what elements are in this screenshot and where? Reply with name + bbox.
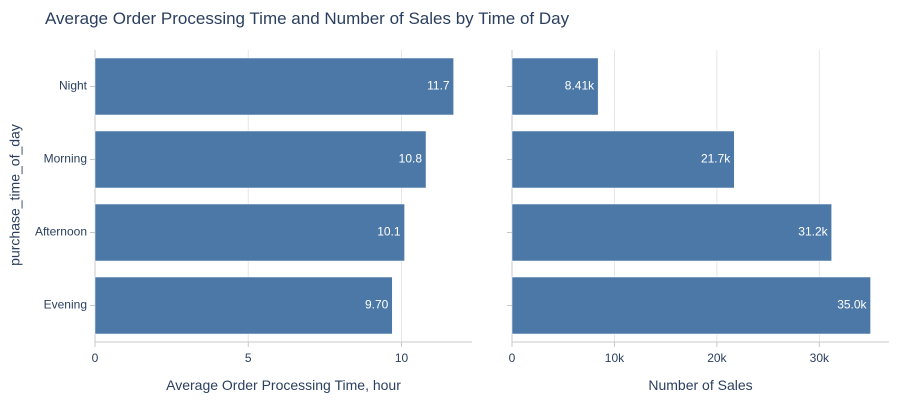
x-axis-title: Average Order Processing Time, hour xyxy=(166,377,401,393)
bar-value-label: 11.7 xyxy=(427,79,450,93)
x-tick-label: 20k xyxy=(707,351,727,365)
bar-night xyxy=(511,57,599,116)
bar-value-label: 31.2k xyxy=(798,225,828,239)
y-tick-label-night: Night xyxy=(59,79,88,93)
y-tick-label-evening: Evening xyxy=(44,298,87,312)
bar-morning xyxy=(94,130,427,189)
bar-morning xyxy=(511,130,735,189)
x-tick-label: 30k xyxy=(810,351,830,365)
bar-value-label: 35.0k xyxy=(837,298,867,312)
x-tick-label: 0 xyxy=(509,351,516,365)
bar-evening xyxy=(94,276,393,335)
y-axis-title: purchase_time_of_day xyxy=(7,124,23,266)
bar-value-label: 10.8 xyxy=(399,152,423,166)
x-tick-label: 5 xyxy=(245,351,252,365)
bar-night xyxy=(94,57,454,116)
bar-evening xyxy=(511,276,871,335)
bar-value-label: 8.41k xyxy=(565,79,595,93)
bar-afternoon xyxy=(94,203,405,262)
x-axis-title: Number of Sales xyxy=(648,377,752,393)
y-tick-label-afternoon: Afternoon xyxy=(35,225,87,239)
chart-title: Average Order Processing Time and Number… xyxy=(45,9,570,28)
bar-value-label: 9.70 xyxy=(365,298,389,312)
bar-value-label: 21.7k xyxy=(701,152,731,166)
bar-value-label: 10.1 xyxy=(377,225,401,239)
x-tick-label: 10k xyxy=(605,351,625,365)
x-tick-label: 10 xyxy=(395,351,409,365)
y-tick-label-morning: Morning xyxy=(44,152,87,166)
x-tick-label: 0 xyxy=(92,351,99,365)
bar-afternoon xyxy=(511,203,832,262)
